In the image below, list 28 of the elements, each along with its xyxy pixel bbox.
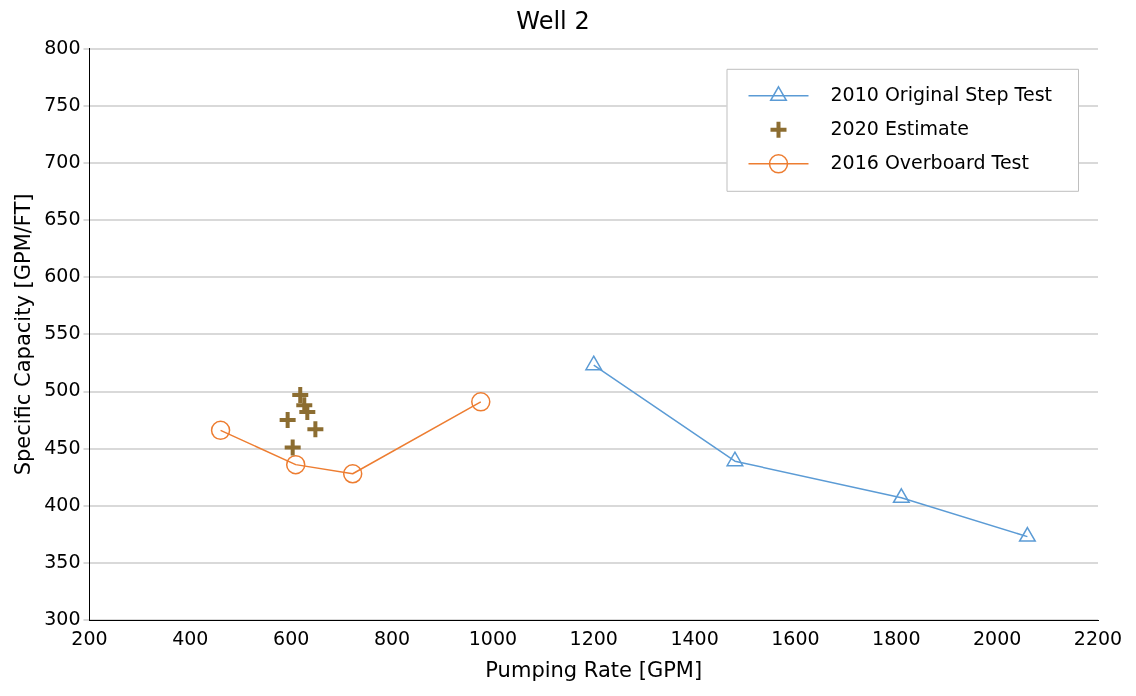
y-tick-label: 650	[44, 207, 81, 230]
y-tick-label: 400	[44, 492, 81, 515]
y-tick-label: 550	[44, 321, 81, 344]
x-tick-label: 600	[273, 627, 310, 650]
y-tick-label: 450	[44, 435, 81, 458]
y-tick-label: 750	[44, 92, 81, 115]
x-tick-label: 800	[373, 627, 411, 650]
y-tick-label: 600	[44, 264, 81, 287]
y-tick-label: 500	[44, 378, 81, 401]
legend-label: 2010 Original Step Test	[830, 82, 1052, 105]
y-tick-label: 700	[44, 149, 81, 172]
x-tick-label: 2200	[1073, 627, 1123, 650]
x-tick-label: 400	[172, 627, 209, 650]
y-tick-label: 800	[44, 35, 81, 58]
x-axis-title: Pumping Rate [GPM]	[485, 657, 703, 682]
chart-title: Well 2	[516, 6, 590, 35]
x-tick-label: 1400	[670, 627, 719, 650]
y-axis-title: Specific Capacity [GPM/FT]	[11, 193, 36, 476]
y-tick-label: 350	[44, 549, 81, 572]
legend-label: 2020 Estimate	[830, 116, 969, 139]
x-tick-label: 1800	[872, 627, 921, 650]
x-tick-label: 2000	[972, 627, 1022, 650]
x-tick-label: 200	[71, 627, 108, 650]
x-tick-label: 1000	[468, 627, 518, 650]
legend-label: 2016 Overboard Test	[830, 150, 1029, 173]
y-tick-label: 300	[44, 606, 81, 629]
x-tick-label: 1600	[771, 627, 820, 650]
x-tick-label: 1200	[569, 627, 618, 650]
